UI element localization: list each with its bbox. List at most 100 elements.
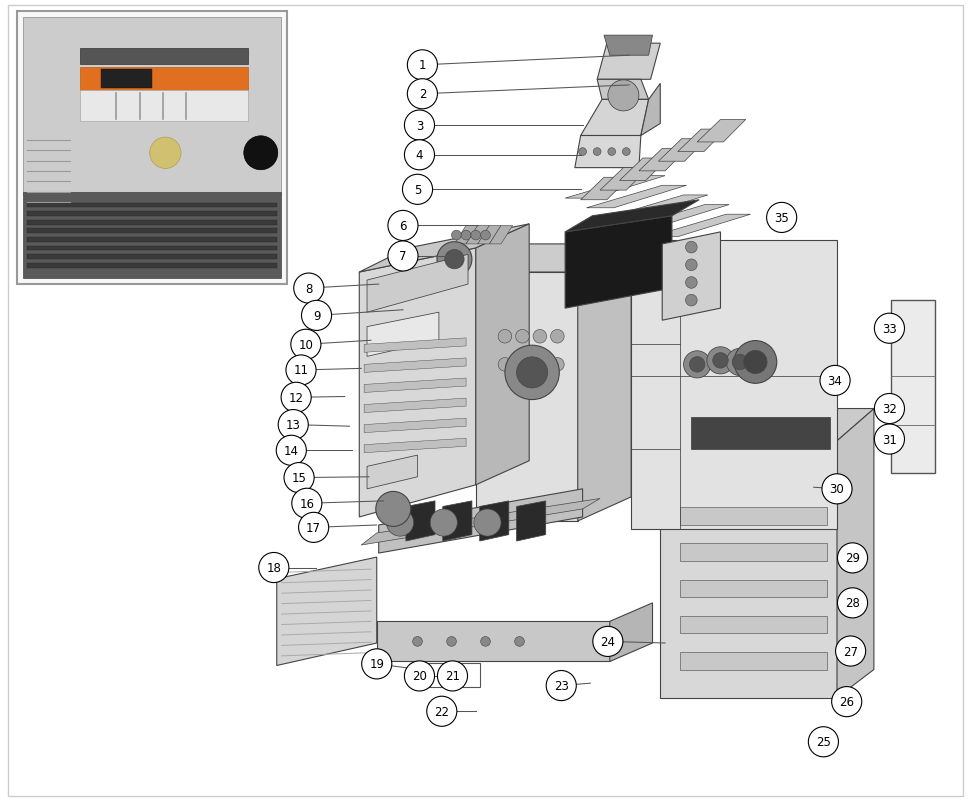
Text: 27: 27 [843, 645, 858, 658]
Polygon shape [406, 501, 435, 541]
Polygon shape [600, 168, 649, 191]
Polygon shape [27, 237, 278, 242]
Polygon shape [364, 358, 466, 373]
Circle shape [686, 295, 697, 306]
Circle shape [684, 351, 711, 379]
Polygon shape [517, 501, 546, 541]
Text: 2: 2 [419, 88, 426, 101]
Text: 32: 32 [882, 403, 897, 415]
Text: 8: 8 [305, 282, 313, 295]
Polygon shape [364, 419, 466, 433]
Polygon shape [658, 140, 707, 162]
Circle shape [835, 636, 866, 666]
Polygon shape [641, 84, 660, 136]
Text: 31: 31 [882, 433, 897, 446]
Circle shape [592, 626, 623, 657]
Polygon shape [680, 544, 827, 561]
Polygon shape [651, 215, 751, 237]
Text: 14: 14 [284, 444, 299, 457]
Polygon shape [578, 245, 631, 521]
Circle shape [404, 140, 435, 171]
Polygon shape [367, 255, 468, 313]
Text: 3: 3 [416, 119, 423, 132]
Circle shape [766, 203, 797, 233]
Circle shape [831, 687, 862, 717]
Circle shape [408, 51, 437, 81]
Circle shape [837, 588, 868, 618]
Circle shape [386, 509, 414, 537]
Circle shape [481, 231, 490, 241]
Polygon shape [619, 159, 668, 181]
Polygon shape [364, 399, 466, 413]
Circle shape [302, 301, 332, 331]
Polygon shape [581, 100, 649, 136]
Circle shape [517, 358, 548, 388]
Bar [17, 12, 287, 285]
Circle shape [481, 637, 490, 646]
Polygon shape [27, 212, 278, 217]
Circle shape [516, 330, 529, 343]
Bar [81, 49, 248, 65]
Polygon shape [443, 501, 472, 541]
Polygon shape [565, 217, 672, 309]
Polygon shape [597, 80, 649, 100]
Text: 35: 35 [774, 212, 789, 225]
Polygon shape [680, 616, 827, 634]
Circle shape [471, 231, 481, 241]
Circle shape [686, 242, 697, 253]
Polygon shape [476, 273, 578, 521]
Circle shape [437, 242, 472, 277]
Circle shape [452, 231, 461, 241]
Polygon shape [629, 205, 729, 228]
Bar [81, 67, 248, 91]
Circle shape [713, 353, 728, 369]
Circle shape [445, 250, 464, 269]
Text: 29: 29 [845, 552, 860, 565]
Circle shape [438, 661, 468, 691]
Text: 22: 22 [434, 705, 450, 718]
Text: 19: 19 [369, 658, 385, 670]
Polygon shape [678, 130, 726, 152]
Bar [101, 70, 152, 88]
Polygon shape [610, 603, 653, 662]
Circle shape [404, 111, 435, 141]
Text: 5: 5 [414, 184, 421, 196]
Polygon shape [660, 409, 874, 441]
Circle shape [430, 509, 457, 537]
Circle shape [505, 346, 559, 400]
Polygon shape [697, 120, 746, 143]
Polygon shape [604, 36, 653, 56]
Polygon shape [454, 226, 478, 245]
Circle shape [388, 211, 418, 241]
Text: 11: 11 [293, 364, 309, 377]
Polygon shape [27, 221, 278, 225]
Polygon shape [27, 229, 278, 234]
Circle shape [875, 424, 905, 455]
Polygon shape [476, 225, 529, 485]
Text: 18: 18 [266, 561, 282, 574]
Circle shape [402, 175, 433, 205]
Circle shape [820, 366, 851, 396]
Polygon shape [639, 149, 687, 172]
Polygon shape [361, 499, 600, 545]
Polygon shape [466, 226, 489, 245]
Circle shape [498, 358, 512, 371]
Circle shape [744, 350, 767, 375]
Polygon shape [478, 226, 501, 245]
Polygon shape [581, 178, 629, 200]
Circle shape [732, 354, 748, 371]
Circle shape [279, 410, 309, 440]
Circle shape [546, 670, 577, 701]
Circle shape [608, 81, 639, 111]
Circle shape [515, 637, 524, 646]
Polygon shape [364, 439, 466, 453]
Polygon shape [597, 44, 660, 80]
Circle shape [689, 357, 705, 373]
Text: 23: 23 [553, 679, 569, 692]
Circle shape [707, 347, 734, 375]
Text: 6: 6 [399, 220, 407, 233]
Bar [23, 18, 282, 196]
Polygon shape [565, 200, 699, 233]
Bar [81, 91, 248, 122]
Polygon shape [565, 176, 665, 199]
